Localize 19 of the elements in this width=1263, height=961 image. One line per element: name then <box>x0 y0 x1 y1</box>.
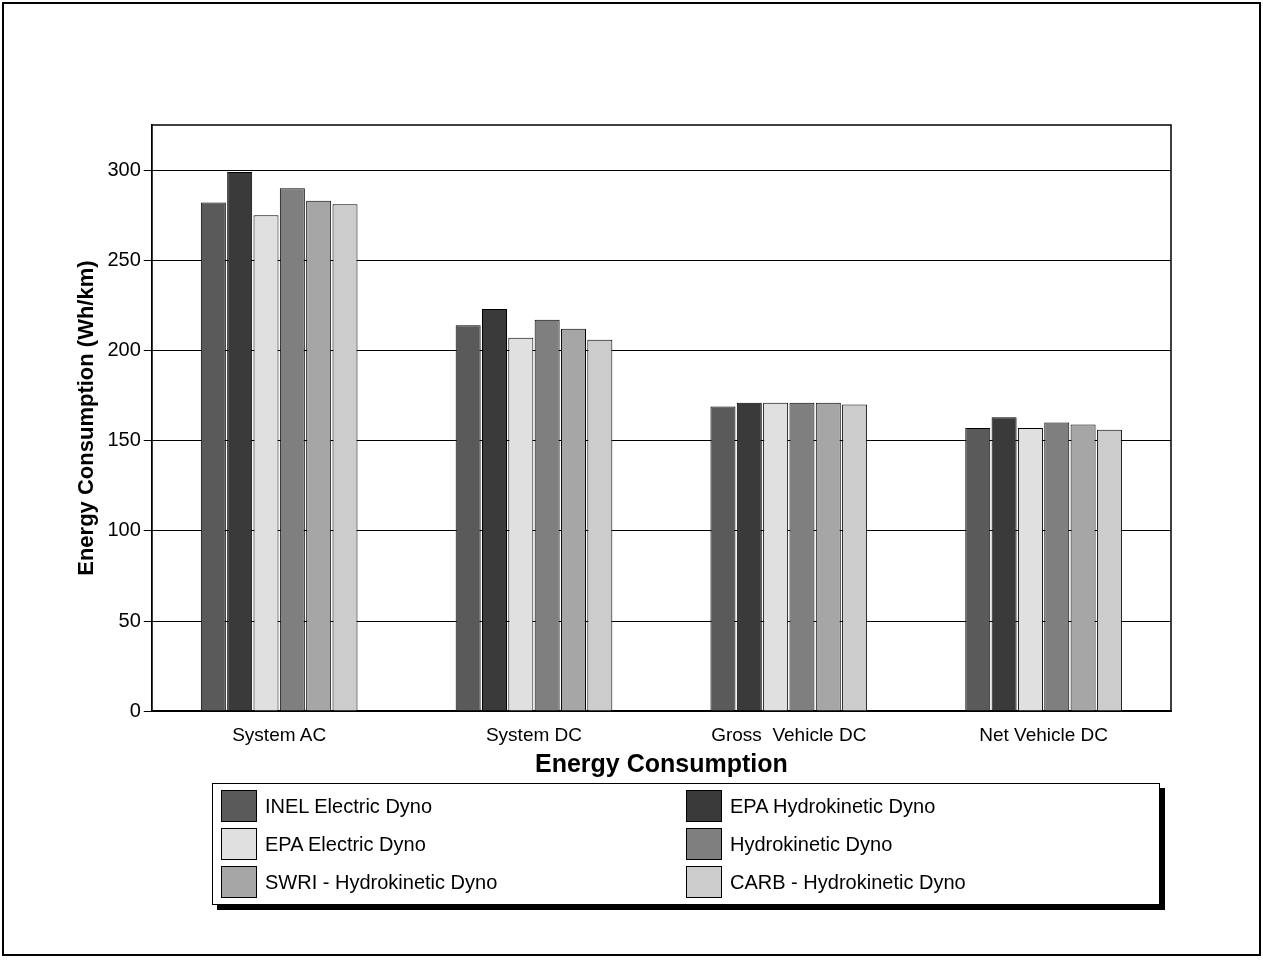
x-tick-label: System AC <box>232 723 327 745</box>
y-tick-label: 250 <box>107 247 141 270</box>
x-axis-title: Energy Consumption <box>534 748 788 777</box>
y-tick-label: 300 <box>107 157 141 180</box>
legend-label: Hydrokinetic Dyno <box>730 832 893 856</box>
y-tick-label: 100 <box>107 518 141 541</box>
x-tick-label: Gross Vehicle DC <box>711 723 867 745</box>
y-tick-label: 150 <box>107 428 141 451</box>
y-tick-label: 200 <box>107 337 141 360</box>
legend-label: CARB - Hydrokinetic Dyno <box>730 870 966 894</box>
legend-label: INEL Electric Dyno <box>265 794 433 818</box>
x-tick-label: System DC <box>485 723 583 745</box>
y-tick-label: 50 <box>118 608 141 631</box>
y-axis-title: Energy Consumption (Wh/km) <box>73 260 99 576</box>
x-tick-label: Net Vehicle DC <box>979 723 1109 745</box>
legend-label: EPA Electric Dyno <box>265 832 426 856</box>
legend-label: EPA Hydrokinetic Dyno <box>730 794 936 818</box>
legend-label: SWRI - Hydrokinetic Dyno <box>265 870 498 894</box>
y-tick-label: 0 <box>129 698 141 721</box>
